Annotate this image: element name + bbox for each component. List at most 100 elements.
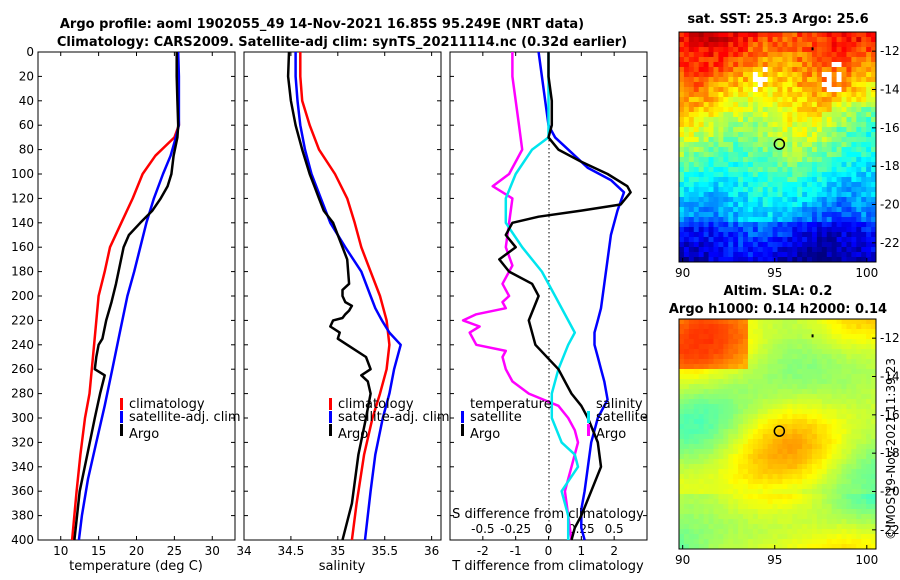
heatmap-cell <box>723 449 729 455</box>
heatmap-cell <box>846 364 852 370</box>
heatmap-cell <box>821 339 828 345</box>
heatmap-cell <box>713 429 719 435</box>
heatmap-cell <box>683 344 690 350</box>
heatmap-cell <box>821 207 828 213</box>
heatmap-cell <box>772 464 778 470</box>
heatmap-cell <box>792 474 798 480</box>
heatmap-cell <box>718 72 724 78</box>
heatmap-cell <box>757 102 764 108</box>
heatmap-cell <box>792 222 798 228</box>
heatmap-cell <box>679 87 685 93</box>
heatmap-cell <box>738 67 744 73</box>
heatmap-cell <box>693 519 700 525</box>
heatmap-cell <box>698 434 705 440</box>
heatmap-cell <box>688 137 695 143</box>
heatmap-cell <box>679 112 685 118</box>
heatmap-cell <box>728 534 734 540</box>
heatmap-cell <box>752 87 759 93</box>
heatmap-cell <box>723 424 729 430</box>
heatmap-cell <box>679 207 685 213</box>
heatmap-cell <box>718 137 724 143</box>
heatmap-cell <box>723 192 729 198</box>
heatmap-cell <box>762 364 769 370</box>
heatmap-cell <box>683 419 690 425</box>
heatmap-cell <box>777 112 783 118</box>
heatmap-cell <box>693 252 700 258</box>
heatmap-cell <box>846 137 852 143</box>
heatmap-cell <box>787 227 793 233</box>
heatmap-cell <box>733 92 739 98</box>
heatmap-cell <box>713 257 719 263</box>
heatmap-cell <box>767 514 773 520</box>
heatmap-cell <box>866 222 872 228</box>
heatmap-cell <box>708 394 714 400</box>
heatmap-cell <box>772 222 778 228</box>
heatmap-cell <box>679 474 685 480</box>
heatmap-cell <box>733 52 739 58</box>
heatmap-cell <box>752 504 759 510</box>
heatmap-cell <box>703 454 709 460</box>
heatmap-cell <box>851 409 857 415</box>
heatmap-cell <box>752 227 759 233</box>
heatmap-cell <box>772 102 778 108</box>
heatmap-cell <box>743 112 749 118</box>
heatmap-cell <box>787 349 793 355</box>
heatmap-cell <box>807 217 813 223</box>
heatmap-cell <box>723 474 729 480</box>
heatmap-cell <box>752 349 759 355</box>
heatmap-cell <box>797 429 803 435</box>
heatmap-cell <box>688 544 695 550</box>
heatmap-cell <box>846 117 852 123</box>
heatmap-cell <box>856 152 862 158</box>
heatmap-cell <box>792 439 798 445</box>
heatmap-cell <box>831 182 837 188</box>
heatmap-cell <box>802 409 808 415</box>
heatmap-cell <box>861 252 867 258</box>
heatmap-cell <box>683 504 690 510</box>
heatmap-cell <box>757 389 764 395</box>
heatmap-cell <box>866 369 872 375</box>
heatmap-cell <box>728 439 734 445</box>
heatmap-cell <box>688 509 695 515</box>
heatmap-cell <box>713 127 719 133</box>
heatmap-cell <box>752 52 759 58</box>
heatmap-cell <box>693 409 700 415</box>
heatmap-cell <box>797 489 803 495</box>
heatmap-cell <box>816 232 823 238</box>
heatmap-cell <box>841 499 847 505</box>
heatmap-cell <box>688 227 695 233</box>
heatmap-cell <box>733 97 739 103</box>
heatmap-cell <box>723 92 729 98</box>
heatmap-cell <box>851 489 857 495</box>
heatmap-cell <box>698 247 705 253</box>
heatmap-cell <box>767 369 773 375</box>
heatmap-cell <box>762 47 769 53</box>
heatmap-cell <box>723 369 729 375</box>
heatmap-cell <box>757 212 764 218</box>
heatmap-cell <box>738 232 744 238</box>
heatmap-cell <box>866 182 872 188</box>
heatmap-cell <box>841 217 847 223</box>
heatmap-cell <box>787 257 793 263</box>
heatmap-cell <box>816 142 823 148</box>
heatmap-cell <box>693 434 700 440</box>
heatmap-cell <box>772 424 778 430</box>
heatmap-cell <box>772 419 778 425</box>
heatmap-cell <box>723 484 729 490</box>
heatmap-cell <box>752 524 759 530</box>
heatmap-cell <box>723 334 729 340</box>
heatmap-cell <box>777 469 783 475</box>
heatmap-cell <box>693 534 700 540</box>
heatmap-cell <box>787 152 793 158</box>
legend-label-climatology: climatology <box>338 397 414 412</box>
heatmap-cell <box>698 424 705 430</box>
heatmap-cell <box>743 369 749 375</box>
heatmap-cell <box>851 464 857 470</box>
heatmap-cell <box>703 87 709 93</box>
heatmap-cell <box>782 454 788 460</box>
heatmap-cell <box>688 504 695 510</box>
heatmap-cell <box>866 177 872 183</box>
heatmap-cell <box>728 72 734 78</box>
heatmap-cell <box>723 459 729 465</box>
heatmap-cell <box>747 529 754 535</box>
